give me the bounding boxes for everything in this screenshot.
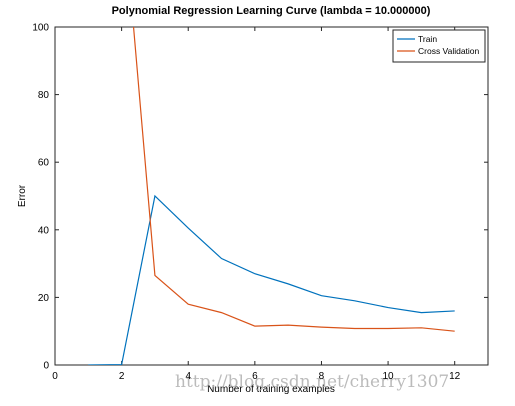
- x-tick-label: 8: [319, 371, 325, 382]
- y-tick-label: 40: [38, 225, 50, 236]
- y-tick-label: 60: [38, 158, 50, 169]
- x-tick-label: 12: [449, 371, 461, 382]
- y-tick-label: 20: [38, 293, 50, 304]
- watermark: http://blog.csdn.net/cherry1307: [175, 372, 449, 392]
- axes-box: [54, 26, 489, 366]
- x-tick-label: 6: [252, 371, 258, 382]
- series-line: [88, 194, 455, 365]
- x-tick-label: 0: [52, 371, 58, 382]
- y-tick-label: 0: [43, 361, 49, 372]
- chart-title: Polynomial Regression Learning Curve (la…: [112, 5, 431, 17]
- y-tick-label: 100: [32, 23, 49, 34]
- x-axis-label: Number of training examples: [207, 384, 335, 395]
- legend-label: Cross Validation: [418, 46, 480, 56]
- y-axis-label: Error: [17, 184, 28, 207]
- x-tick-label: 2: [119, 371, 125, 382]
- x-tick-label: 10: [383, 371, 395, 382]
- legend-box: [392, 29, 486, 63]
- series-line: [132, 27, 455, 332]
- legend-label: Train: [418, 34, 437, 44]
- x-tick-label: 4: [185, 371, 191, 382]
- plot-area: [88, 27, 455, 365]
- y-tick-label: 80: [38, 90, 50, 101]
